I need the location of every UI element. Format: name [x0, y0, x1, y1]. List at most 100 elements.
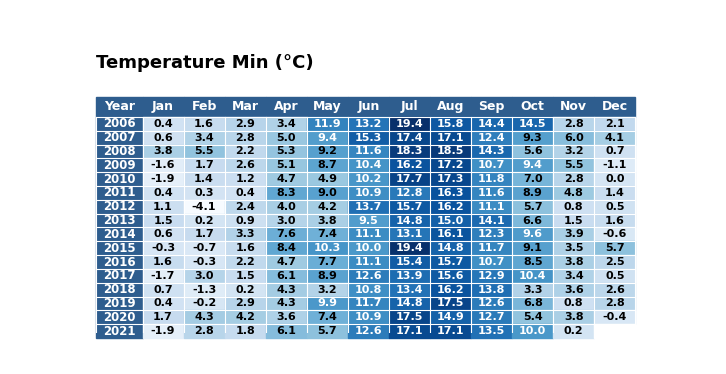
Bar [142, 144, 184, 158]
Text: 3.3: 3.3 [523, 285, 542, 295]
Text: 10.7: 10.7 [478, 160, 505, 170]
Text: -4.1: -4.1 [192, 202, 216, 212]
Text: 0.4: 0.4 [153, 119, 173, 129]
Bar [266, 269, 307, 283]
Text: 14.3: 14.3 [478, 147, 505, 156]
Bar [471, 297, 512, 310]
Bar [595, 117, 635, 131]
Bar [348, 186, 389, 200]
Bar [224, 310, 266, 324]
Text: 3.8: 3.8 [564, 257, 584, 267]
Bar [430, 186, 471, 200]
Bar [348, 310, 389, 324]
Bar [184, 158, 224, 172]
Bar [595, 297, 635, 310]
Bar [595, 241, 635, 255]
Bar [224, 214, 266, 227]
Text: 14.9: 14.9 [437, 312, 465, 322]
Text: 2006: 2006 [103, 117, 136, 130]
Bar [553, 200, 595, 214]
Text: -1.3: -1.3 [192, 285, 216, 295]
Text: 12.4: 12.4 [478, 133, 505, 142]
Text: 10.9: 10.9 [355, 312, 382, 322]
Bar [512, 310, 553, 324]
Text: Dec: Dec [602, 100, 628, 113]
Text: 2010: 2010 [103, 172, 136, 186]
Bar [348, 144, 389, 158]
Bar [553, 269, 595, 283]
Bar [430, 255, 471, 269]
Bar [142, 255, 184, 269]
Text: 0.4: 0.4 [153, 188, 173, 198]
Bar [553, 214, 595, 227]
Bar [512, 269, 553, 283]
Bar [266, 172, 307, 186]
Text: 2.8: 2.8 [564, 174, 584, 184]
Bar [224, 227, 266, 241]
Bar [595, 158, 635, 172]
Bar [224, 200, 266, 214]
Text: 15.4: 15.4 [396, 257, 423, 267]
Bar [184, 131, 224, 144]
Bar [224, 324, 266, 338]
Bar [184, 283, 224, 297]
Text: 0.0: 0.0 [605, 174, 624, 184]
Text: 15.6: 15.6 [437, 271, 465, 281]
Bar [553, 324, 595, 338]
Text: 9.6: 9.6 [523, 229, 543, 239]
Bar [184, 241, 224, 255]
Text: 12.3: 12.3 [478, 229, 505, 239]
Text: -1.6: -1.6 [151, 160, 175, 170]
Bar [471, 97, 512, 117]
Text: 12.6: 12.6 [354, 326, 382, 336]
Text: 10.0: 10.0 [519, 326, 547, 336]
Text: 0.4: 0.4 [153, 298, 173, 309]
Bar [266, 214, 307, 227]
Text: 2012: 2012 [103, 200, 136, 213]
Bar [266, 200, 307, 214]
Text: 3.9: 3.9 [564, 229, 584, 239]
Bar [553, 255, 595, 269]
Text: 10.0: 10.0 [355, 243, 382, 253]
Bar [348, 97, 389, 117]
Text: 17.7: 17.7 [396, 174, 423, 184]
Text: 14.1: 14.1 [478, 215, 505, 226]
Text: -1.7: -1.7 [151, 271, 175, 281]
Text: Mar: Mar [232, 100, 258, 113]
Text: 1.4: 1.4 [194, 174, 214, 184]
Text: 12.6: 12.6 [478, 298, 505, 309]
Bar [430, 227, 471, 241]
Text: 10.4: 10.4 [519, 271, 547, 281]
Bar [553, 283, 595, 297]
Text: 3.2: 3.2 [564, 147, 584, 156]
Text: 13.1: 13.1 [396, 229, 423, 239]
Text: 17.5: 17.5 [396, 312, 423, 322]
Text: 5.1: 5.1 [277, 160, 296, 170]
Bar [430, 117, 471, 131]
Text: 0.2: 0.2 [195, 215, 214, 226]
Bar [266, 310, 307, 324]
Text: 6.8: 6.8 [523, 298, 542, 309]
Bar [224, 158, 266, 172]
Text: 2016: 2016 [103, 255, 136, 269]
Text: 5.7: 5.7 [523, 202, 542, 212]
Bar [307, 255, 348, 269]
Bar [389, 144, 430, 158]
Bar [142, 283, 184, 297]
Text: 1.5: 1.5 [564, 215, 584, 226]
Bar [97, 158, 142, 172]
Bar [307, 214, 348, 227]
Text: 17.4: 17.4 [396, 133, 423, 142]
Bar [97, 117, 142, 131]
Text: -0.3: -0.3 [192, 257, 216, 267]
Bar [307, 241, 348, 255]
Bar [553, 117, 595, 131]
Text: 7.4: 7.4 [317, 229, 338, 239]
Text: 0.6: 0.6 [153, 133, 173, 142]
Bar [595, 172, 635, 186]
Text: 15.3: 15.3 [355, 133, 382, 142]
Bar [553, 97, 595, 117]
Bar [512, 227, 553, 241]
Text: 3.6: 3.6 [564, 285, 584, 295]
Bar [553, 186, 595, 200]
